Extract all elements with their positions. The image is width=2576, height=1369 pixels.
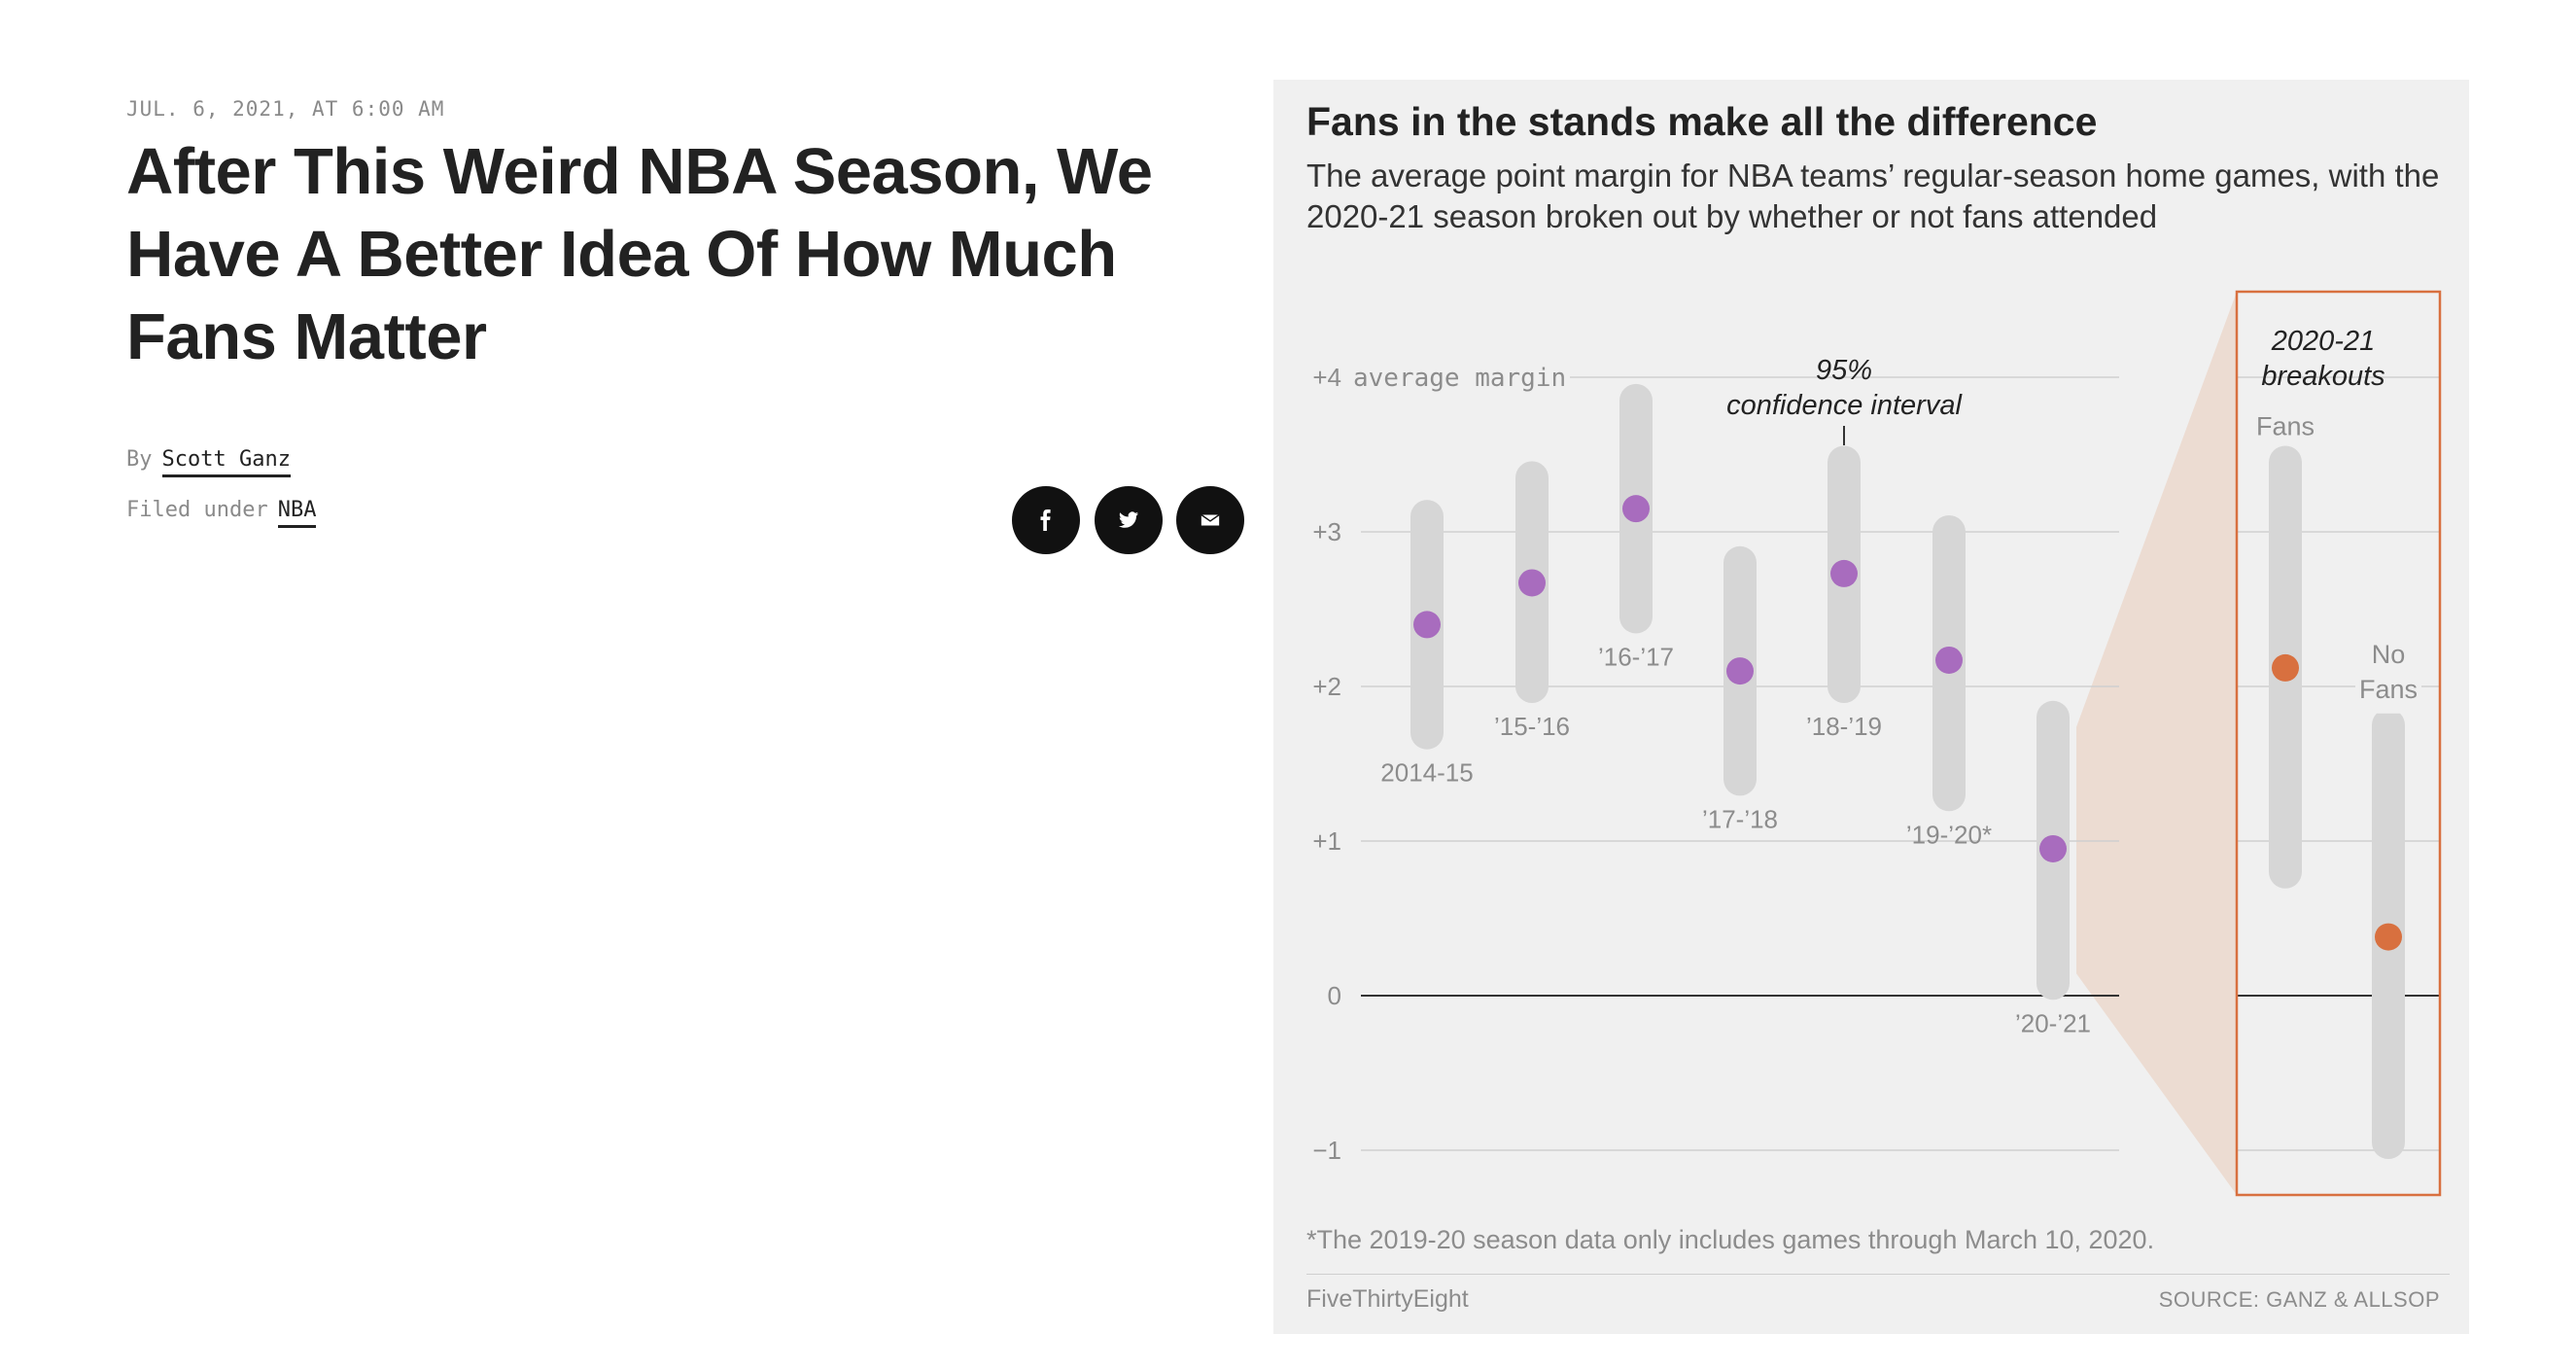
axis-caption-bg: [1346, 360, 1570, 395]
breakout-average-point: [2375, 923, 2402, 951]
chart-plot: +4 +3 +2 +1 0 −1 average margin 2014-15 ’15-’16 ’…: [1312, 290, 2442, 1197]
filed-under: Filed under NBA: [126, 498, 317, 528]
brand-label: FiveThirtyEight: [1306, 1285, 1469, 1313]
email-icon: [1201, 513, 1220, 526]
author-link[interactable]: Scott Ganz: [161, 447, 291, 477]
footer-divider: [1306, 1274, 2450, 1275]
chart-subtitle: The average point margin for NBA teams’ …: [1306, 158, 2440, 234]
season-label: ’20-’21: [2015, 1008, 2091, 1037]
y-tick-label: +3: [1312, 517, 1341, 546]
breakout-title-line-2: breakouts: [2261, 361, 2385, 392]
season-label: ’18-’19: [1806, 712, 1882, 741]
facebook-share-button[interactable]: [1012, 486, 1080, 554]
y-tick-label: +1: [1312, 826, 1341, 856]
season-average-point: [1726, 657, 1754, 685]
season-label: ’16-’17: [1598, 642, 1674, 671]
twitter-icon: [1118, 511, 1139, 528]
filed-under-label: Filed under: [126, 498, 268, 522]
season-average-point: [1518, 569, 1546, 597]
season-label: ’15-’16: [1494, 712, 1570, 741]
email-share-button[interactable]: [1176, 486, 1244, 554]
breakout-average-point: [2272, 653, 2299, 682]
y-axis-caption: average margin: [1353, 364, 1566, 393]
twitter-share-button[interactable]: [1095, 486, 1163, 554]
chart-figure: Fans in the stands make all the differen…: [1273, 80, 2469, 1334]
breakout-title-line-1: 2020-21: [2271, 326, 2375, 357]
y-tick-label: +4: [1312, 363, 1341, 392]
annotation-line-1: 95%: [1816, 355, 1872, 386]
breakout-label: Fans: [2256, 411, 2315, 440]
season-label: ’17-’18: [1702, 804, 1778, 833]
source-label: SOURCE: GANZ & ALLSOP: [2158, 1287, 2440, 1312]
breakout-connector: [2076, 292, 2237, 1195]
season-average-point: [1935, 646, 1963, 674]
season-label: 2014-15: [1380, 758, 1473, 788]
y-tick-label: +2: [1312, 672, 1341, 701]
season-average-point: [1830, 559, 1858, 587]
byline: By Scott Ganz: [126, 447, 291, 477]
category-link[interactable]: NBA: [277, 498, 317, 528]
season-average-point: [1622, 495, 1650, 523]
facebook-icon: [1040, 509, 1051, 531]
y-tick-label: −1: [1312, 1136, 1341, 1165]
season-average-point: [2039, 834, 2067, 862]
breakout-label: No: [2372, 640, 2406, 669]
season-average-point: [1413, 611, 1441, 639]
chart-footnote: *The 2019-20 season data only includes g…: [1306, 1225, 2155, 1254]
headline: After This Weird NBA Season, We Have A B…: [126, 135, 1153, 373]
annotation-line-2: confidence interval: [1726, 390, 1963, 421]
breakout-box: [2235, 290, 2442, 1197]
chart-title: Fans in the stands make all the differen…: [1306, 99, 2098, 144]
byline-label: By: [126, 447, 153, 472]
y-tick-label: 0: [1328, 981, 1341, 1010]
breakout-label: Fans: [2359, 675, 2418, 704]
dateline: JUL. 6, 2021, AT 6:00 AM: [126, 97, 445, 121]
article-header: JUL. 6, 2021, AT 6:00 AM After This Weir…: [126, 97, 1225, 528]
season-label: ’19-’20*: [1906, 820, 1992, 849]
breakout-label-bg: [2355, 633, 2421, 714]
